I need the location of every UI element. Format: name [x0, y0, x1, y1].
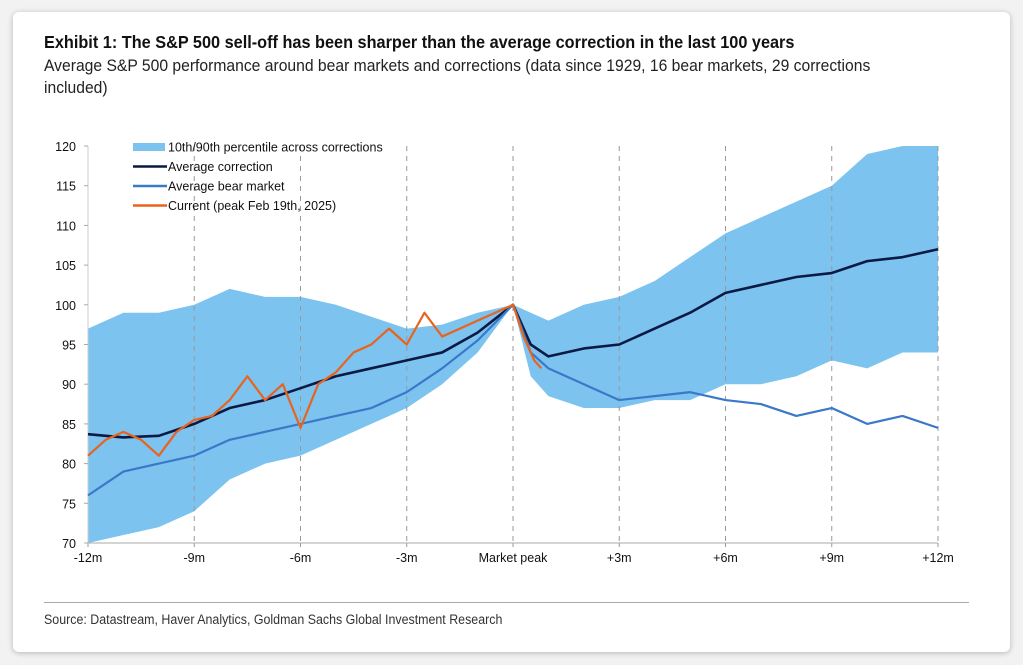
- y-tick-label: 85: [62, 418, 76, 432]
- x-tick-label: -12m: [74, 551, 102, 565]
- legend-label: Average correction: [168, 160, 273, 174]
- y-tick-label: 110: [56, 219, 76, 233]
- y-tick-label: 100: [55, 299, 76, 313]
- legend-label: 10th/90th percentile across corrections: [168, 141, 383, 155]
- x-tick-label: +12m: [922, 551, 954, 565]
- series-line-average-correction: [87, 247, 939, 439]
- x-tick-label: +3m: [607, 551, 632, 565]
- legend-label: Average bear market: [168, 180, 285, 194]
- y-tick-label: 105: [55, 259, 76, 273]
- y-tick-label: 95: [62, 339, 76, 353]
- x-tick-label: -3m: [396, 551, 418, 565]
- y-tick-label: 70: [62, 537, 76, 551]
- y-tick-label: 80: [62, 458, 76, 472]
- legend-swatch: [133, 143, 165, 151]
- chart-subtitle: Average S&P 500 performance around bear …: [44, 57, 871, 97]
- source-note: Source: Datastream, Haver Analytics, Gol…: [44, 612, 503, 627]
- x-tick-label: -6m: [290, 551, 312, 565]
- series-line-current: [87, 303, 543, 457]
- x-tick-label: Market peak: [479, 551, 549, 565]
- x-tick-label: +9m: [819, 551, 844, 565]
- y-tick-label: 90: [62, 378, 76, 392]
- divider: [44, 602, 969, 603]
- legend-label: Current (peak Feb 19th, 2025): [168, 199, 336, 213]
- percentile-band: [88, 146, 938, 543]
- x-tick-label: +6m: [713, 551, 738, 565]
- y-tick-label: 115: [56, 180, 76, 194]
- chart-title: Exhibit 1: The S&P 500 sell-off has been…: [44, 32, 795, 52]
- x-tick-label: -9m: [183, 551, 205, 565]
- y-tick-label: 120: [55, 140, 76, 154]
- y-tick-label: 75: [62, 497, 76, 511]
